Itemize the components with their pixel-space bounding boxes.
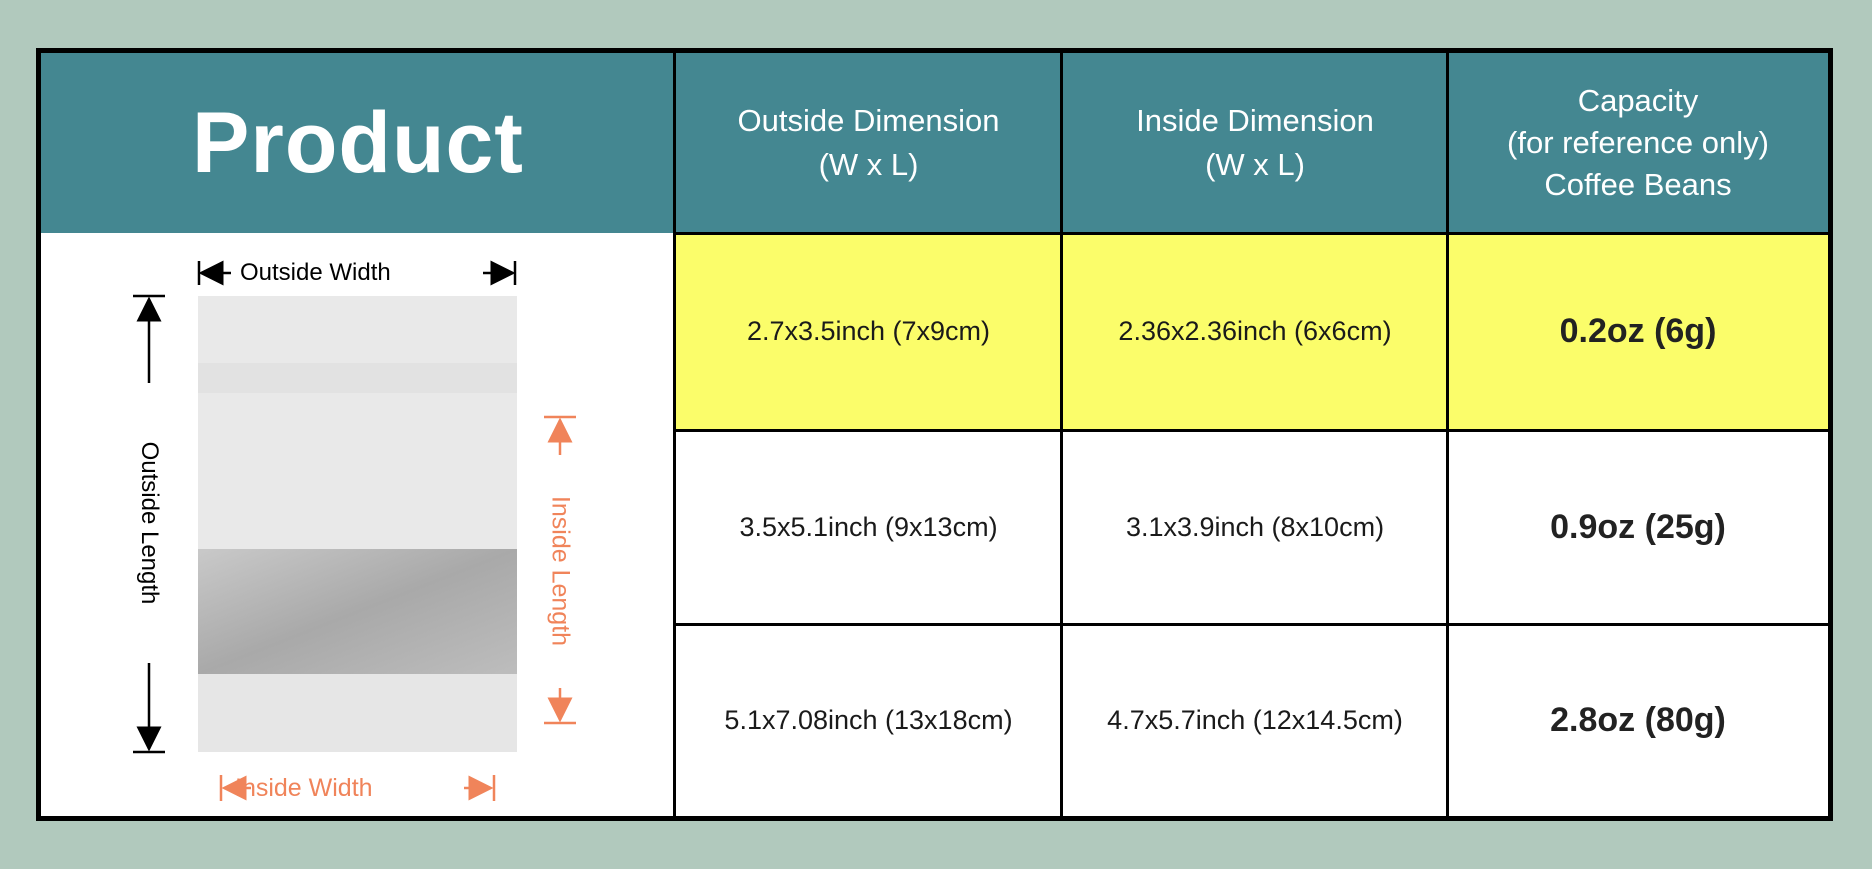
row-1-outside: 2.7x3.5inch (7x9cm): [675, 233, 1062, 430]
divider: [673, 429, 1828, 432]
row-3-capacity: 2.8oz (80g): [1550, 700, 1726, 739]
header-text: Inside Dimension: [1136, 103, 1374, 138]
header-inside-dimension: Inside Dimension (W x L): [1062, 53, 1448, 233]
row-2-capacity: 0.9oz (25g): [1550, 507, 1726, 546]
outside-width-label: Outside Width: [240, 259, 391, 286]
row-2-inside: 3.1x3.9inch (8x10cm): [1125, 511, 1385, 542]
divider: [673, 232, 1828, 235]
inside-width-label: Inside Width: [235, 774, 373, 802]
divider: [1446, 53, 1449, 816]
header-text: Capacity: [1577, 83, 1699, 118]
product-title: Product: [192, 94, 524, 191]
bag-illustration: [133, 260, 576, 801]
header-capacity: Capacity (for reference only) Coffee Bea…: [1448, 53, 1828, 233]
header-text: (W x L): [818, 147, 919, 182]
header-outside-dimension: Outside Dimension (W x L): [675, 53, 1062, 233]
divider: [673, 623, 1828, 626]
size-table: Product Outside Dimension (W x L) Inside…: [36, 48, 1833, 821]
header-text: Outside Dimension: [737, 103, 1000, 138]
product-diagram: Outside Width Inside Width Outside Lengt…: [41, 233, 673, 816]
header-text: Coffee Beans: [1544, 167, 1732, 202]
row-1-inside: 2.36x2.36inch (6x6cm): [1062, 233, 1448, 430]
row-1-capacity: 0.2oz (6g): [1448, 233, 1828, 430]
inside-length-label: Inside Length: [546, 495, 575, 647]
row-3-inside: 4.7x5.7inch (12x14.5cm): [1107, 704, 1403, 735]
header-text: (W x L): [1205, 147, 1305, 182]
divider: [1060, 53, 1063, 816]
outside-length-label: Outside Length: [136, 441, 163, 605]
header-product: Product: [41, 53, 675, 233]
row-2-outside: 3.5x5.1inch (9x13cm): [739, 511, 998, 542]
divider: [673, 53, 676, 816]
header-text: (for reference only): [1507, 125, 1769, 160]
row-3-outside: 5.1x7.08inch (13x18cm): [724, 704, 1013, 735]
